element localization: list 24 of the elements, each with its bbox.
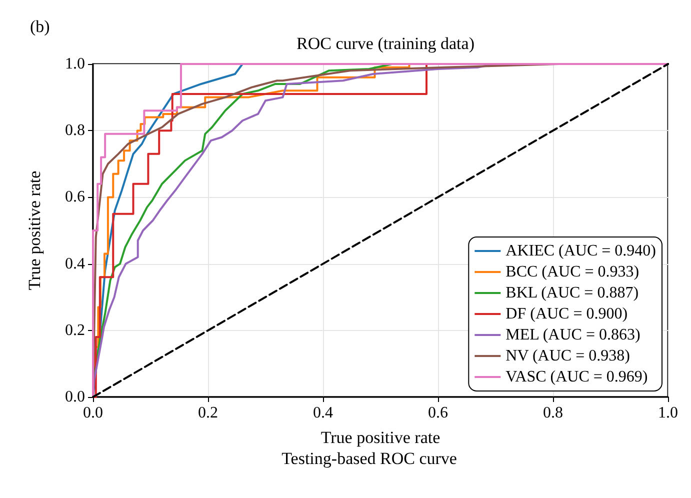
legend-label: BKL (AUC = 0.887) [506, 284, 639, 302]
y-tick-label: 0.4 [65, 255, 85, 272]
text: Testing-based ROC curve [282, 449, 457, 468]
x-tick-label: 0.0 [83, 404, 103, 422]
legend-label: MEL (AUC = 0.863) [506, 326, 640, 344]
y-tick-label: 0.0 [65, 388, 85, 406]
legend-label: NV (AUC = 0.938) [506, 348, 630, 364]
legend-label: AKIEC (AUC = 0.940) [506, 242, 656, 260]
x-axis-title: True positive rate [320, 428, 440, 447]
y-tick-label: 0.8 [65, 122, 85, 140]
legend-label: DF (AUC = 0.900) [506, 306, 628, 322]
legend-label: VASC (AUC = 0.969) [506, 368, 648, 386]
y-tick-label: 0.6 [65, 188, 85, 206]
x-tick-label: 1.0 [658, 404, 678, 422]
y-tick-label: 1.0 [65, 56, 85, 72]
chart-title: ROC curve (training data) [296, 34, 474, 53]
x-tick-label: 0.4 [313, 404, 333, 422]
y-axis-title: True positive rate [25, 170, 44, 290]
x-tick-label: 0.8 [543, 404, 563, 422]
legend-label: BCC (AUC = 0.933) [506, 264, 640, 280]
x-tick-label: 0.6 [428, 404, 448, 422]
text: (b) [30, 17, 50, 36]
x-tick-label: 0.2 [198, 404, 218, 422]
y-tick-label: 0.2 [65, 322, 85, 339]
